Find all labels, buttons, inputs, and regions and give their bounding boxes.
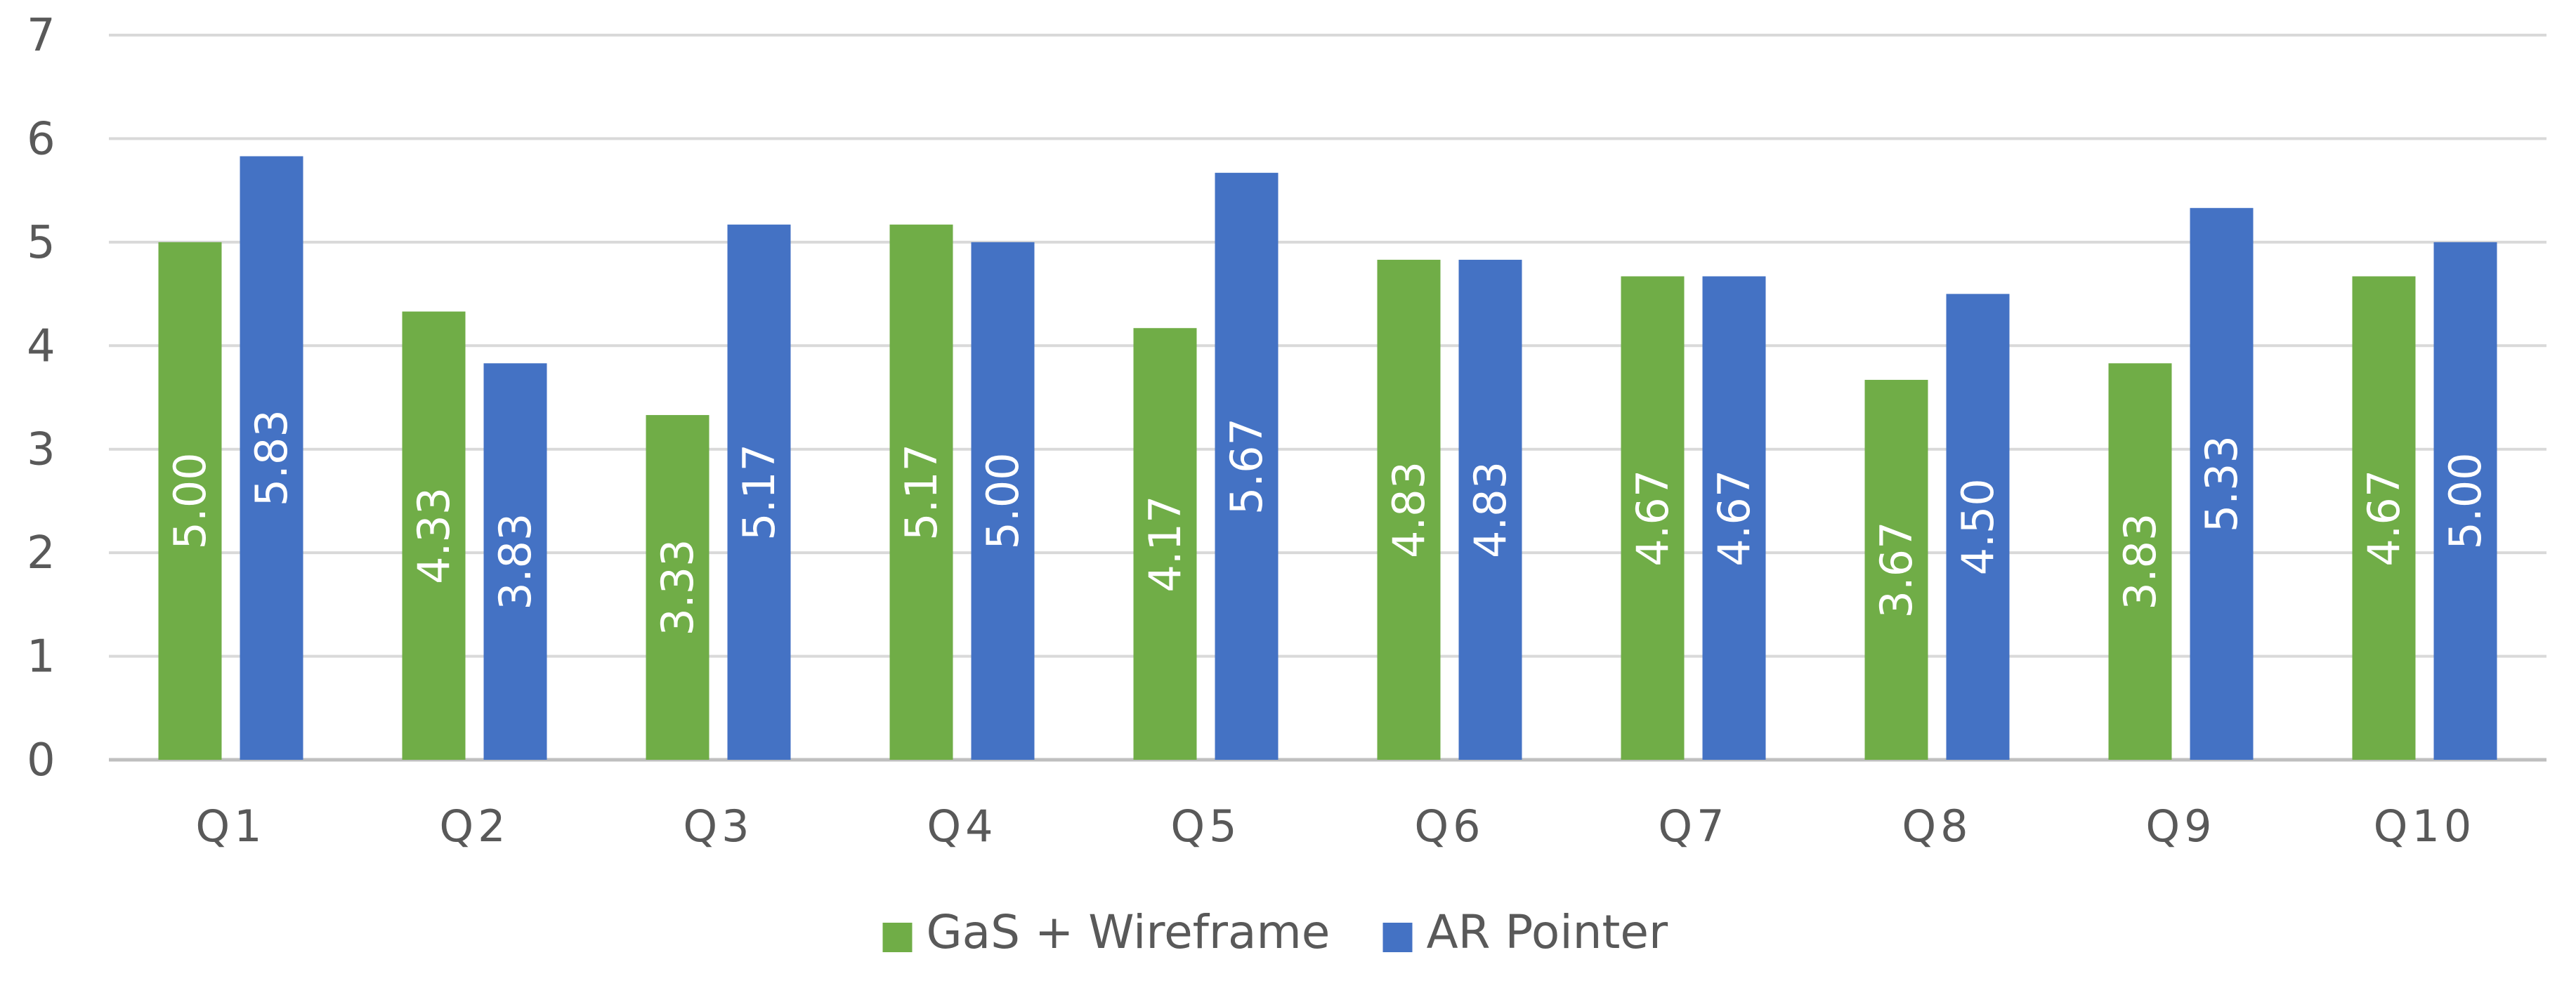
x-axis-category-labels: Q1 Q2 Q3 Q4 Q5 Q6 Q7 Q8 Q9 Q10 — [195, 801, 2476, 852]
bar-ar-pointer-q6 — [1458, 259, 1522, 760]
y-tick-label: 5 — [27, 217, 55, 269]
bar-data-label: 5.00 — [2440, 452, 2491, 549]
x-category-label: Q10 — [2374, 801, 2476, 852]
bar-ar-pointer-q4 — [971, 242, 1035, 760]
bar-data-label: 5.33 — [2196, 435, 2247, 532]
bar-data-label: 5.83 — [246, 409, 297, 506]
gridlines — [109, 34, 2546, 762]
bar-ar-pointer-q3 — [727, 224, 791, 760]
x-category-label: Q3 — [683, 801, 753, 852]
x-category-label: Q1 — [195, 801, 266, 852]
y-tick-label: 7 — [27, 10, 55, 62]
bar-data-label: 3.83 — [2114, 513, 2166, 610]
x-category-label: Q7 — [1658, 801, 1728, 852]
bar-data-label: 5.17 — [733, 444, 785, 541]
legend-swatch — [882, 923, 913, 952]
legend: GaS + Wireframe AR Pointer — [882, 905, 1668, 959]
legend-item-ar-pointer: AR Pointer — [1382, 905, 1668, 959]
bar-ar-pointer-q10 — [2433, 242, 2497, 760]
bar-ar-pointer-q9 — [2190, 208, 2254, 760]
y-tick-label: 4 — [27, 320, 55, 372]
x-category-label: Q6 — [1414, 801, 1484, 852]
bar-data-label: 5.00 — [977, 452, 1028, 549]
bar-data-label: 3.83 — [490, 513, 541, 610]
bar-ar-pointer-q1 — [240, 156, 303, 760]
bar-gas-wireframe-q8 — [1864, 379, 1928, 760]
x-category-label: Q4 — [927, 801, 997, 852]
bar-data-label: 4.83 — [1383, 461, 1434, 558]
y-axis-tick-labels: 0 1 2 3 4 5 6 7 — [27, 10, 55, 786]
bar-gas-wireframe-q4 — [889, 224, 953, 760]
legend-label: GaS + Wireframe — [927, 905, 1331, 959]
bar-gas-wireframe-q1 — [158, 242, 222, 760]
x-category-label: Q8 — [1902, 801, 1972, 852]
bar-gas-wireframe-q9 — [2108, 363, 2172, 760]
bar-data-label: 4.17 — [1139, 496, 1191, 593]
bar-data-label: 4.83 — [1465, 461, 1516, 558]
bar-gas-wireframe-q6 — [1377, 259, 1441, 760]
bar-data-labels: 5.00 5.83 4.33 3.83 3.33 5.17 5.17 5.00 4.17 5.67… — [164, 409, 2491, 635]
legend-label: AR Pointer — [1427, 905, 1668, 959]
y-tick-label: 6 — [27, 113, 55, 165]
legend-item-gas-wireframe: GaS + Wireframe — [882, 905, 1331, 959]
bar-ar-pointer-q2 — [483, 363, 547, 760]
legend-swatch — [1382, 923, 1413, 952]
x-category-label: Q5 — [1170, 801, 1241, 852]
bar-data-label: 4.33 — [408, 487, 459, 584]
bar-data-label: 4.67 — [2358, 470, 2410, 567]
bars — [158, 156, 2497, 760]
bar-data-label: 5.00 — [164, 452, 216, 549]
bar-data-label: 4.67 — [1627, 470, 1678, 567]
y-tick-label: 2 — [27, 527, 55, 579]
bar-data-label: 3.67 — [1871, 521, 1922, 618]
bar-gas-wireframe-q7 — [1621, 276, 1685, 760]
bar-gas-wireframe-q10 — [2352, 276, 2416, 760]
bar-ar-pointer-q5 — [1215, 173, 1279, 760]
bar-data-label: 4.50 — [1952, 478, 2003, 575]
bar-data-label: 5.67 — [1221, 418, 1272, 515]
bar-gas-wireframe-q2 — [402, 311, 466, 760]
bar-gas-wireframe-q5 — [1133, 328, 1197, 760]
bar-data-label: 4.67 — [1708, 470, 1760, 567]
y-tick-label: 3 — [27, 424, 55, 476]
bar-ar-pointer-q7 — [1702, 276, 1766, 760]
bar-ar-pointer-q8 — [1946, 294, 2010, 760]
y-tick-label: 0 — [27, 735, 55, 786]
bar-data-label: 3.33 — [652, 539, 703, 636]
x-category-label: Q9 — [2145, 801, 2216, 852]
bar-gas-wireframe-q3 — [646, 415, 710, 760]
bar-data-label: 5.17 — [896, 444, 947, 541]
x-category-label: Q2 — [439, 801, 509, 852]
y-tick-label: 1 — [27, 631, 55, 683]
